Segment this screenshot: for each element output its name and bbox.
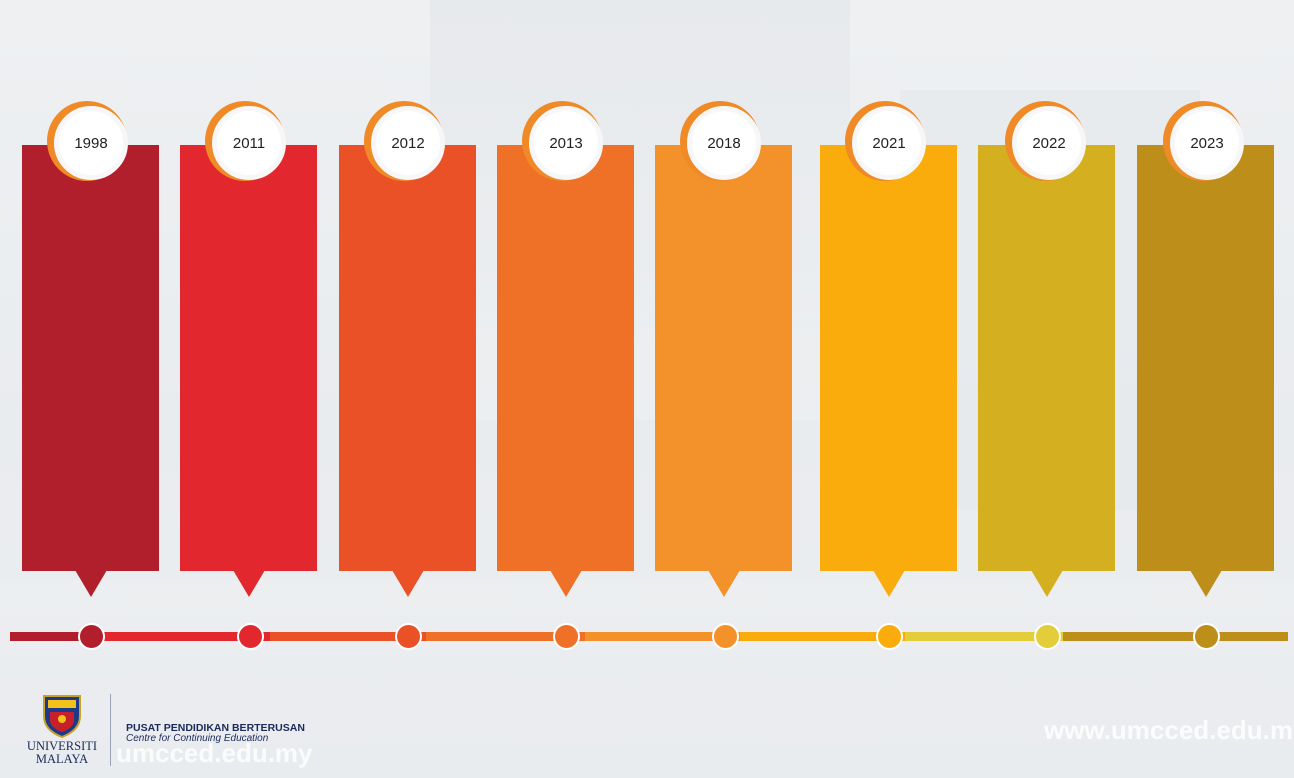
card-pointer xyxy=(1030,570,1063,597)
footer-divider xyxy=(110,694,111,766)
timeline-segment xyxy=(740,632,905,641)
timeline-card-2018 xyxy=(655,145,792,597)
card-pointer xyxy=(549,570,582,597)
timeline-card-2012 xyxy=(339,145,476,597)
centre-name-english: Centre for Continuing Education xyxy=(126,733,269,744)
timeline: 1 April 1998 - Founded Begin offering ed… xyxy=(0,0,1294,650)
year-bubble: 2013 xyxy=(529,106,603,180)
timeline-dot xyxy=(876,623,903,650)
watermark-left: umcced.edu.my xyxy=(116,738,313,768)
timeline-segment xyxy=(1063,632,1288,641)
timeline-card-2013 xyxy=(497,145,634,597)
card-pointer xyxy=(707,570,740,597)
timeline-dot xyxy=(78,623,105,650)
timeline-segment xyxy=(585,632,740,641)
timeline-segment xyxy=(270,632,426,641)
timeline-segment xyxy=(100,632,270,641)
card-pointer xyxy=(872,570,905,597)
university-name: UNIVERSITI MALAYA xyxy=(26,739,98,766)
year-bubble: 2018 xyxy=(687,106,761,180)
watermark-right: www.umcced.edu.my xyxy=(1044,715,1294,745)
timeline-dot xyxy=(553,623,580,650)
timeline-card-2021 xyxy=(820,145,957,597)
timeline-dot xyxy=(1193,623,1220,650)
timeline-dot xyxy=(1034,623,1061,650)
crest-icon xyxy=(43,695,81,738)
year-bubble: 2012 xyxy=(371,106,445,180)
timeline-segment xyxy=(426,632,585,641)
timeline-card-2011 xyxy=(180,145,317,597)
timeline-segment xyxy=(10,632,100,641)
year-bubble: 2011 xyxy=(212,106,286,180)
year-bubble: 2023 xyxy=(1170,106,1244,180)
timeline-segment xyxy=(905,632,1063,641)
timeline-card-2022 xyxy=(978,145,1115,597)
timeline-card-2023 xyxy=(1137,145,1274,597)
card-pointer xyxy=(1189,570,1222,597)
card-pointer xyxy=(232,570,265,597)
timeline-dot xyxy=(395,623,422,650)
year-bubble: 2021 xyxy=(852,106,926,180)
year-bubble: 2022 xyxy=(1012,106,1086,180)
timeline-dot xyxy=(237,623,264,650)
year-bubble: 1998 xyxy=(54,106,128,180)
card-pointer xyxy=(391,570,424,597)
timeline-dot xyxy=(712,623,739,650)
card-pointer xyxy=(74,570,107,597)
centre-name-malay: PUSAT PENDIDIKAN BERTERUSAN xyxy=(126,722,305,734)
timeline-card-1998 xyxy=(22,145,159,597)
